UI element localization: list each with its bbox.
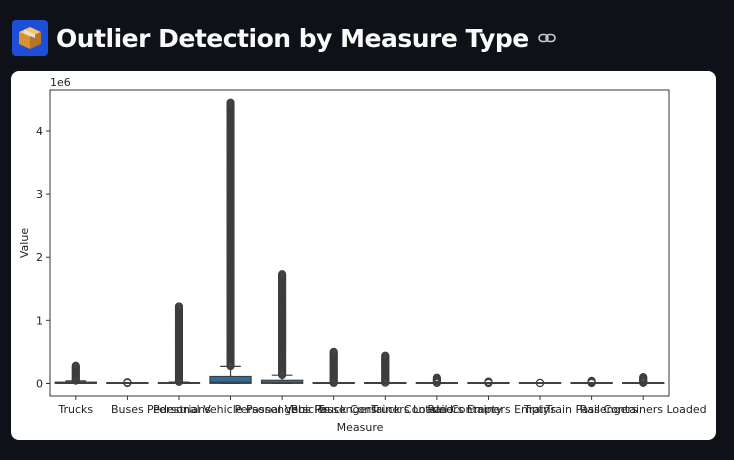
box-6	[312, 347, 355, 388]
box-7	[364, 351, 407, 387]
iqr-box	[209, 375, 252, 384]
box-1	[54, 361, 97, 385]
outlier-points	[432, 373, 441, 388]
outlier-point	[278, 270, 287, 279]
iqr-box	[260, 379, 304, 384]
outlier-point	[432, 373, 441, 382]
outlier-points	[278, 270, 287, 380]
x-tick-label: Pedestrians	[147, 403, 211, 416]
box-10	[518, 378, 562, 388]
x-tick-label: Buses	[111, 403, 144, 416]
x-axis-label: Measure	[337, 421, 384, 434]
outlier-points	[174, 302, 184, 386]
x-tick-label: Personal Vehicles	[234, 403, 330, 416]
y-tick-label: 2	[36, 251, 43, 264]
y-scale-label: 1e6	[50, 76, 71, 89]
x-tick-label: Bus Passengers	[291, 403, 377, 416]
outlier-point	[484, 377, 493, 386]
x-tick-label: Truck Containers Empty	[370, 403, 502, 416]
x-tick-label: Train Passengers	[545, 403, 638, 416]
plot-frame	[49, 89, 670, 397]
outlier-point	[639, 373, 648, 382]
outlier-points	[587, 376, 596, 388]
x-tick-label: Trucks	[57, 403, 93, 416]
y-axis-label: Value	[18, 228, 31, 258]
x-tick-label: Trains	[523, 403, 556, 416]
outlier-points	[226, 98, 235, 371]
y-tick-label: 4	[36, 125, 43, 138]
box-4	[209, 98, 252, 384]
outlier-point	[71, 361, 80, 370]
outlier-point	[174, 302, 184, 311]
y-tick-label: 3	[36, 188, 43, 201]
outlier-points	[639, 373, 648, 387]
package-icon	[12, 20, 48, 56]
outlier-point	[381, 351, 390, 360]
x-tick-label: Personal Vehicle Passengers	[153, 403, 308, 416]
outlier-point	[226, 98, 235, 107]
x-tick-label: Rail Containers Empty	[427, 403, 550, 416]
x-tick-label: Truck Containers Loaded	[316, 403, 453, 416]
box-5	[260, 270, 304, 384]
x-tick-label: Rail Containers Loaded	[580, 403, 707, 416]
outlier-points	[381, 351, 390, 387]
outlier-point	[329, 347, 338, 356]
y-tick-label: 0	[36, 377, 43, 390]
box-3	[157, 302, 201, 386]
box-12	[622, 373, 665, 387]
box-9	[467, 377, 510, 388]
box-2	[106, 378, 149, 388]
page-header: Outlier Detection by Measure Type	[12, 18, 557, 58]
y-tick-label: 1	[36, 314, 43, 327]
box-8	[415, 373, 459, 388]
box-11	[570, 376, 613, 388]
outlier-points	[329, 347, 338, 388]
outlier-point	[587, 376, 596, 385]
page-title: Outlier Detection by Measure Type	[56, 23, 529, 53]
link-icon[interactable]	[537, 31, 557, 45]
